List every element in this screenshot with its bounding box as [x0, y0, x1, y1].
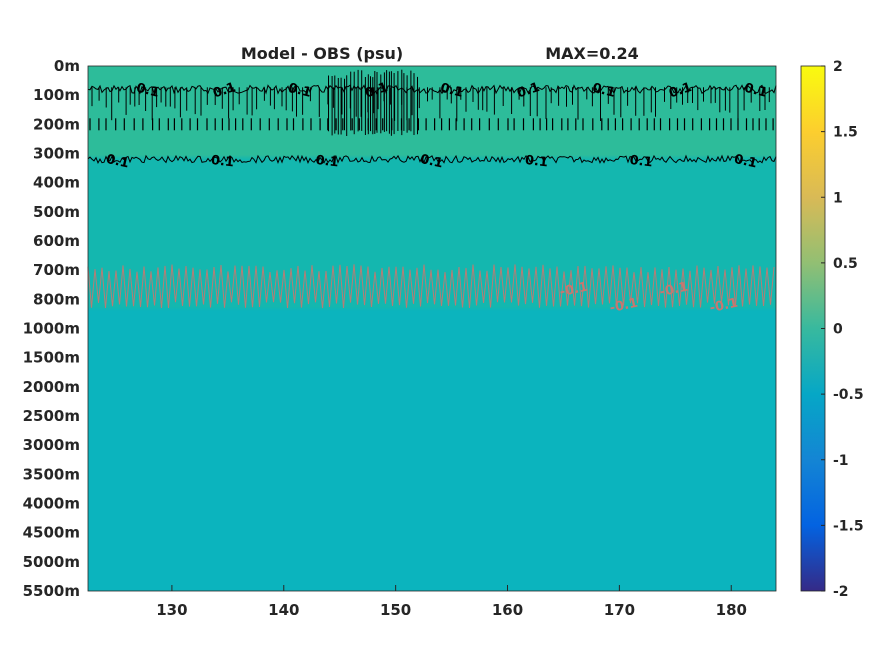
contour-label-positive: 0.1	[524, 153, 548, 170]
y-tick-label: 500m	[33, 203, 80, 221]
x-tick-label: 150	[380, 601, 411, 619]
y-tick-label: 3500m	[23, 465, 80, 483]
contour-label-positive: 0.1	[629, 153, 653, 170]
colorbar-tick-label: -1.5	[833, 518, 864, 534]
y-tick-label: 5500m	[23, 582, 80, 600]
y-tick-label: 4000m	[23, 495, 80, 513]
y-tick-label: 0m	[54, 57, 80, 75]
y-tick-label: 400m	[33, 174, 80, 192]
contour-label-positive: 0.1	[439, 81, 465, 101]
contour-label-positive: 0.1	[743, 81, 769, 101]
contour-line-positive	[87, 154, 777, 165]
y-tick-label: 2000m	[23, 378, 80, 396]
y-tick-label: 3000m	[23, 436, 80, 454]
y-tick-label: 1000m	[23, 320, 80, 338]
contour-label-positive: 0.1	[315, 153, 339, 170]
contour-label-positive: 0.1	[211, 80, 238, 101]
colorbar-tick-label: -0.5	[833, 387, 864, 403]
y-tick-label: 700m	[33, 261, 80, 279]
chart-title: Model - OBS (psu)	[241, 44, 403, 63]
colorbar: 2 1.5 1 0.5 0 -0.5 -1 -1.5 -2	[800, 59, 864, 600]
y-tick-label: 200m	[33, 115, 80, 133]
y-tick-label: 600m	[33, 232, 80, 250]
chart-max-annotation: MAX=0.24	[545, 44, 639, 63]
plot-area: 0.1 0.1 0.1 0.1 0.1 0.1 0.1 0.1 0.1 0.1 0.1 0.1 0.1 0…	[87, 65, 777, 592]
y-tick-label: 2500m	[23, 407, 80, 425]
contour-label-positive: 0.1	[135, 81, 161, 101]
x-axis: 130 140 150 160 170 180	[156, 585, 747, 619]
colorbar-tick-label: 1.5	[833, 125, 858, 141]
y-tick-label: 100m	[33, 86, 80, 104]
y-tick-label: 800m	[33, 290, 80, 308]
contour-label-positive: 0.1	[733, 152, 759, 171]
colorbar-tick-label: 1	[833, 190, 843, 206]
contour-label-negative: -0.1	[708, 296, 739, 317]
x-tick-label: 130	[156, 601, 187, 619]
colorbar-tick-label: 0.5	[833, 256, 858, 272]
contour-label-negative: -0.1	[558, 280, 589, 301]
colorbar-tick-label: 2	[833, 59, 843, 75]
contour-label-positive: 0.1	[105, 152, 131, 171]
field-fill	[88, 66, 776, 591]
x-tick-label: 160	[492, 601, 523, 619]
y-tick-label: 1500m	[23, 349, 80, 367]
y-tick-label: 4500m	[23, 524, 80, 542]
x-tick-label: 140	[268, 601, 299, 619]
y-tick-label: 5000m	[23, 553, 80, 571]
x-tick-label: 170	[604, 601, 635, 619]
plot-frame	[87, 65, 777, 592]
y-tick-label: 300m	[33, 145, 80, 163]
contour-label-positive: 0.1	[210, 153, 234, 170]
contour-label-positive: 0.1	[591, 81, 617, 101]
contour-label-negative: -0.1	[608, 296, 639, 317]
colorbar-tick-label: -2	[833, 584, 849, 600]
contour-label-positive: 0.1	[667, 80, 694, 101]
contour-label-negative: -0.1	[658, 280, 689, 301]
contour-label-positive: 0.1	[363, 80, 390, 101]
y-axis: 0m 100m 200m 300m 400m 500m 600m 700m 800m 1000m 1…	[23, 57, 80, 600]
colorbar-tick-label: -1	[833, 453, 849, 469]
contour-label-positive: 0.1	[287, 81, 313, 101]
contour-label-positive: 0.1	[515, 80, 542, 101]
colorbar-tick-label: 0	[833, 322, 843, 338]
contour-line-negative	[87, 264, 775, 309]
contour-label-positive: 0.1	[419, 152, 445, 171]
x-tick-label: 180	[716, 601, 747, 619]
